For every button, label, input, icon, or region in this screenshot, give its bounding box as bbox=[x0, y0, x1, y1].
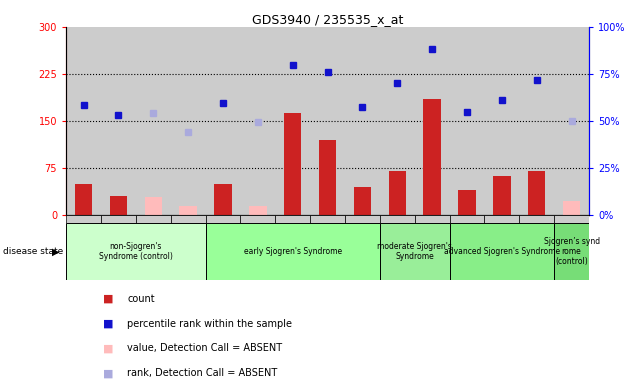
Bar bbox=[554, 223, 589, 280]
Bar bbox=[423, 99, 441, 215]
Bar bbox=[345, 215, 380, 223]
Bar bbox=[450, 215, 484, 223]
Text: advanced Sjogren's Syndrome: advanced Sjogren's Syndrome bbox=[444, 247, 560, 256]
Text: percentile rank within the sample: percentile rank within the sample bbox=[127, 318, 292, 329]
Text: disease state: disease state bbox=[3, 247, 64, 256]
Bar bbox=[66, 223, 205, 280]
Bar bbox=[136, 215, 171, 223]
Bar bbox=[484, 215, 519, 223]
Bar bbox=[214, 184, 232, 215]
Text: Sjogren’s synd
rome
(control): Sjogren’s synd rome (control) bbox=[544, 237, 600, 266]
Text: ■: ■ bbox=[103, 368, 113, 379]
Text: ■: ■ bbox=[103, 343, 113, 354]
Bar bbox=[284, 113, 302, 215]
Bar bbox=[75, 184, 92, 215]
Bar bbox=[275, 215, 310, 223]
Text: value, Detection Call = ABSENT: value, Detection Call = ABSENT bbox=[127, 343, 282, 354]
Bar bbox=[380, 223, 450, 280]
Text: moderate Sjogren's
Syndrome: moderate Sjogren's Syndrome bbox=[377, 242, 452, 261]
Text: ■: ■ bbox=[103, 318, 113, 329]
Bar bbox=[310, 215, 345, 223]
Bar bbox=[554, 215, 589, 223]
Bar bbox=[205, 215, 241, 223]
Text: ■: ■ bbox=[103, 293, 113, 304]
Bar bbox=[145, 197, 162, 215]
Bar bbox=[563, 201, 580, 215]
Text: count: count bbox=[127, 293, 155, 304]
Text: non-Sjogren's
Syndrome (control): non-Sjogren's Syndrome (control) bbox=[99, 242, 173, 261]
Bar bbox=[180, 206, 197, 215]
Bar bbox=[380, 215, 415, 223]
Bar bbox=[205, 223, 380, 280]
Bar bbox=[389, 171, 406, 215]
Bar bbox=[354, 187, 371, 215]
Text: rank, Detection Call = ABSENT: rank, Detection Call = ABSENT bbox=[127, 368, 277, 379]
Bar bbox=[171, 215, 205, 223]
Bar bbox=[249, 206, 266, 215]
Bar bbox=[493, 176, 511, 215]
Bar bbox=[450, 223, 554, 280]
Bar bbox=[459, 190, 476, 215]
Bar bbox=[66, 215, 101, 223]
Bar bbox=[101, 215, 136, 223]
Bar bbox=[241, 215, 275, 223]
Text: early Sjogren's Syndrome: early Sjogren's Syndrome bbox=[244, 247, 342, 256]
Bar bbox=[415, 215, 450, 223]
Bar bbox=[319, 140, 336, 215]
Text: ▶: ▶ bbox=[52, 247, 60, 257]
Bar bbox=[528, 171, 546, 215]
Bar bbox=[519, 215, 554, 223]
Title: GDS3940 / 235535_x_at: GDS3940 / 235535_x_at bbox=[252, 13, 403, 26]
Bar bbox=[110, 196, 127, 215]
